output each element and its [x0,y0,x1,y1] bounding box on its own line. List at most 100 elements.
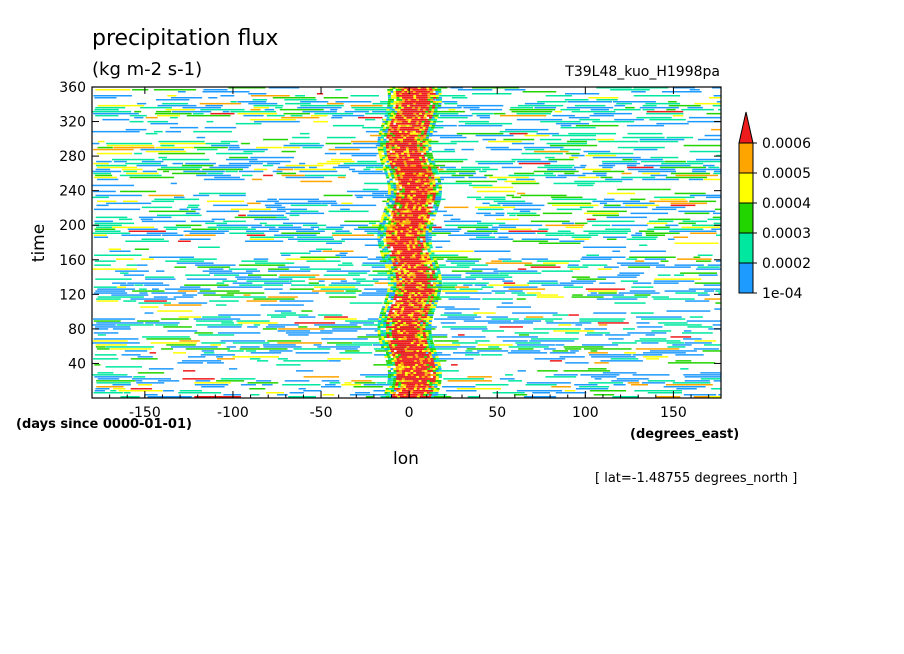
heatmap-streak [217,332,261,334]
heatmap-cell [383,218,387,221]
heatmap-cell [401,182,405,185]
heatmap-cell [398,380,402,382]
heatmap-cell [427,282,431,285]
heatmap-streak [708,166,720,169]
heatmap-streak [327,342,352,344]
heatmap-cell [407,246,411,249]
heatmap-cell [429,276,434,279]
heatmap-cell [400,330,404,332]
heatmap-cell [421,264,425,267]
heatmap-cell [424,188,428,191]
heatmap-streak [713,212,721,215]
heatmap-cell [394,324,398,326]
heatmap-streak [219,194,246,197]
heatmap-cell [424,280,428,283]
heatmap-cell [385,128,389,131]
heatmap-cell [432,170,436,173]
heatmap-cell [389,318,393,321]
heatmap-streak [563,370,611,372]
heatmap-cell [407,99,411,101]
heatmap-streak [263,174,273,177]
heatmap-cell [428,252,432,255]
heatmap-cell [393,358,397,360]
heatmap-streak [345,324,358,326]
heatmap-cell [417,302,421,305]
heatmap-streak [136,264,148,266]
heatmap-cell [435,356,439,358]
heatmap-cell [407,102,411,105]
heatmap-streak [221,322,234,324]
heatmap-cell [396,164,400,167]
heatmap-streak [493,112,506,115]
heatmap-streak [545,176,567,179]
heatmap-streak [603,236,627,238]
heatmap-streak [112,384,131,386]
heatmap-cell [425,388,429,390]
heatmap-cell [389,134,393,137]
heatmap-cell [420,216,424,219]
heatmap-cell [404,278,408,281]
heatmap-cell [412,316,416,319]
heatmap-cell [435,91,439,93]
heatmap-cell [410,91,414,93]
heatmap-cell [427,97,431,99]
heatmap-cell [406,262,410,265]
heatmap-cell [387,316,391,319]
heatmap-cell [431,252,435,255]
heatmap-streak [598,292,617,294]
heatmap-cell [438,196,442,199]
heatmap-cell [417,242,421,245]
heatmap-cell [405,260,410,263]
heatmap-cell [404,101,408,103]
heatmap-streak [237,112,278,115]
heatmap-cell [415,206,419,209]
heatmap-cell [396,250,401,253]
heatmap-cell [403,226,407,229]
heatmap-cell [419,144,423,147]
heatmap-cell [438,284,442,287]
heatmap-cell [430,93,434,95]
heatmap-streak [241,260,268,262]
heatmap-cell [430,164,434,167]
heatmap-cell [410,156,414,159]
heatmap-cell [421,374,425,376]
heatmap-cell [410,250,415,253]
heatmap-cell [414,346,419,348]
heatmap-cell [385,306,389,309]
heatmap-streak [559,356,585,358]
heatmap-cell [392,228,396,231]
heatmap-cell [414,270,418,273]
heatmap-cell [413,372,417,374]
heatmap-streak [552,114,575,117]
heatmap-cell [412,216,416,219]
heatmap-cell [408,250,412,253]
heatmap-streak [327,136,356,139]
heatmap-cell [383,324,387,326]
heatmap-cell [415,254,419,257]
heatmap-cell [423,242,427,245]
heatmap-cell [424,358,428,360]
heatmap-cell [426,270,430,273]
heatmap-cell [425,386,429,388]
heatmap-streak [108,248,121,250]
heatmap-cell [395,116,399,119]
heatmap-cell [409,308,413,311]
heatmap-streak [613,108,641,111]
heatmap-cell [397,260,401,263]
heatmap-cell [401,130,405,133]
heatmap-cell [383,336,388,338]
heatmap-cell [406,292,410,295]
heatmap-cell [390,316,394,319]
heatmap-cell [402,376,406,378]
heatmap-cell [433,284,437,287]
heatmap-streak [532,392,550,394]
heatmap-cell [393,212,398,215]
heatmap-streak [583,150,611,153]
heatmap-cell [410,93,414,95]
heatmap-cell [394,294,398,297]
heatmap-cell [438,186,442,189]
heatmap-cell [423,318,427,321]
heatmap-cell [380,228,384,231]
heatmap-streak [500,114,547,117]
heatmap-streak [252,99,268,101]
